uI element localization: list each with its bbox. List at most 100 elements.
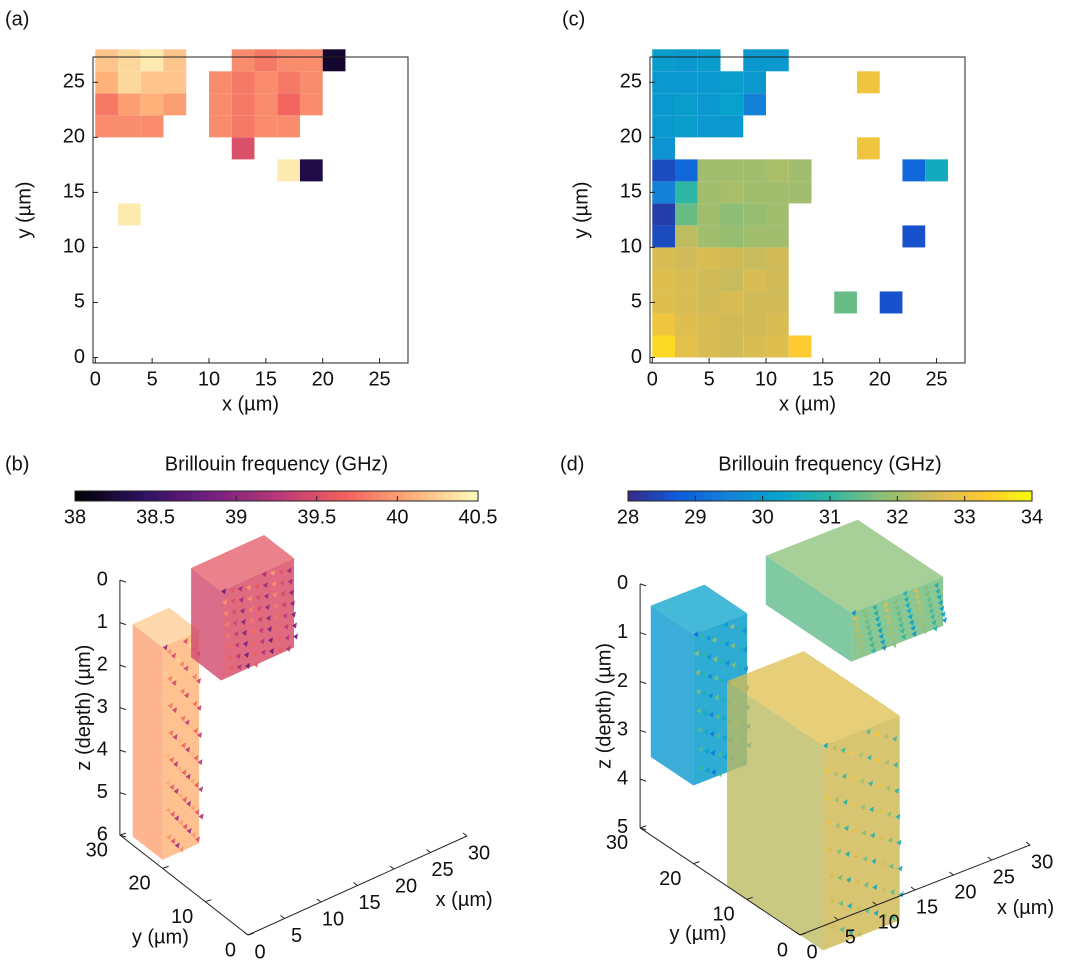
panel-label: (a)	[5, 8, 29, 30]
scatter-glyph	[729, 623, 735, 630]
heat-cell	[140, 93, 164, 116]
scatter-glyph	[260, 649, 266, 656]
heat-cell	[743, 269, 766, 292]
heat-cell	[720, 203, 744, 226]
heat-cell	[652, 269, 676, 292]
scatter-glyph	[193, 754, 199, 761]
heat-cell	[254, 71, 278, 94]
scatter-glyph	[866, 630, 872, 637]
heat-cell	[652, 49, 676, 72]
scatter-glyph	[281, 601, 287, 608]
heat-cell	[902, 225, 926, 248]
scatter-glyph	[277, 646, 283, 653]
scatter-glyph	[170, 838, 176, 845]
colorbar-tick-label: 38.5	[136, 506, 175, 528]
y-tick-label: 5	[631, 291, 642, 313]
z-tick-label: 5	[617, 816, 628, 838]
scatter-glyph	[233, 631, 239, 638]
scatter-glyph	[885, 613, 891, 620]
scatter-glyph	[897, 616, 903, 623]
volume-surface	[650, 584, 748, 635]
scatter-glyph	[193, 782, 199, 789]
heat-cell	[743, 247, 766, 270]
heat-cell	[765, 181, 789, 204]
scatter-glyph	[866, 754, 872, 761]
heat-cell	[254, 93, 278, 116]
heat-cell	[675, 71, 698, 94]
scatter-glyph	[182, 638, 188, 645]
scatter-glyph	[249, 617, 255, 624]
heat-cell	[697, 159, 721, 182]
heat-cell	[163, 49, 187, 72]
heat-cell	[675, 181, 698, 204]
scatter-glyph	[174, 842, 180, 849]
heat-cell	[140, 115, 164, 138]
x-tick	[949, 871, 954, 876]
panel-label: (d)	[560, 453, 584, 475]
scatter-glyph	[275, 624, 281, 631]
scatter-glyph	[929, 613, 935, 620]
x-tick-label: 5	[704, 368, 715, 390]
x-tick-label: 15	[358, 892, 380, 914]
scatter-glyph	[852, 615, 858, 622]
z-tick	[639, 681, 647, 684]
scatter-glyph	[915, 599, 921, 606]
colorbar-tick-label: 38	[64, 506, 86, 528]
heat-cell	[277, 93, 300, 116]
scatter-glyph	[926, 596, 932, 603]
heat-cell	[254, 115, 278, 138]
y-tick-label: 15	[63, 181, 85, 203]
x-tick	[353, 882, 358, 886]
scatter-glyph	[825, 794, 831, 801]
scatter-glyph	[721, 734, 727, 741]
y-axis-label: y (µm)	[132, 926, 189, 948]
heat-cell	[697, 115, 721, 138]
scatter-glyph	[829, 897, 835, 904]
heat-cell	[765, 247, 789, 270]
heat-cell	[765, 269, 789, 292]
scatter-glyph	[241, 629, 247, 636]
scatter-glyph	[908, 619, 914, 626]
scatter-glyph	[171, 706, 177, 713]
scatter-glyph	[702, 709, 708, 716]
scatter-glyph	[292, 633, 298, 640]
heat-cell	[765, 291, 789, 314]
scatter-glyph	[835, 822, 841, 829]
scatter-glyph	[251, 639, 257, 646]
z-tick	[639, 632, 647, 636]
scatter-glyph	[268, 648, 274, 655]
scatter-glyph	[182, 823, 188, 830]
scatter-glyph	[707, 692, 713, 699]
scatter-glyph	[823, 742, 829, 749]
heat-cell	[834, 291, 857, 314]
scatter-glyph	[283, 623, 289, 630]
scatter-glyph	[824, 768, 830, 775]
scatter-glyph	[936, 593, 942, 600]
scatter-glyph	[242, 640, 248, 647]
scatter-glyph	[862, 855, 868, 862]
scatter-glyph	[711, 769, 717, 776]
heat-cell	[879, 291, 903, 314]
heat-cell	[231, 137, 255, 160]
scatter-glyph	[883, 607, 889, 614]
heat-cell	[788, 181, 812, 204]
x-tick	[243, 931, 249, 936]
scatter-glyph	[724, 660, 730, 667]
scatter-glyph	[832, 770, 838, 777]
scatter-glyph	[853, 621, 859, 628]
x-axis-label: x (µm)	[779, 393, 836, 415]
scatter-glyph	[862, 612, 868, 619]
scatter-glyph	[166, 834, 172, 840]
colorbar-tick-label: 39.5	[297, 506, 336, 528]
scatter-glyph	[238, 596, 244, 603]
scatter-glyph	[709, 730, 715, 737]
x-tick	[389, 865, 395, 870]
heat-cell	[231, 93, 255, 116]
heat-cell	[299, 93, 323, 116]
colorbar-tick-label: 40	[386, 506, 408, 528]
x-tick-label: 0	[254, 941, 265, 962]
colorbar-tick-label: 39	[225, 506, 247, 528]
heat-cell	[697, 49, 721, 72]
heat-cell	[720, 93, 744, 116]
